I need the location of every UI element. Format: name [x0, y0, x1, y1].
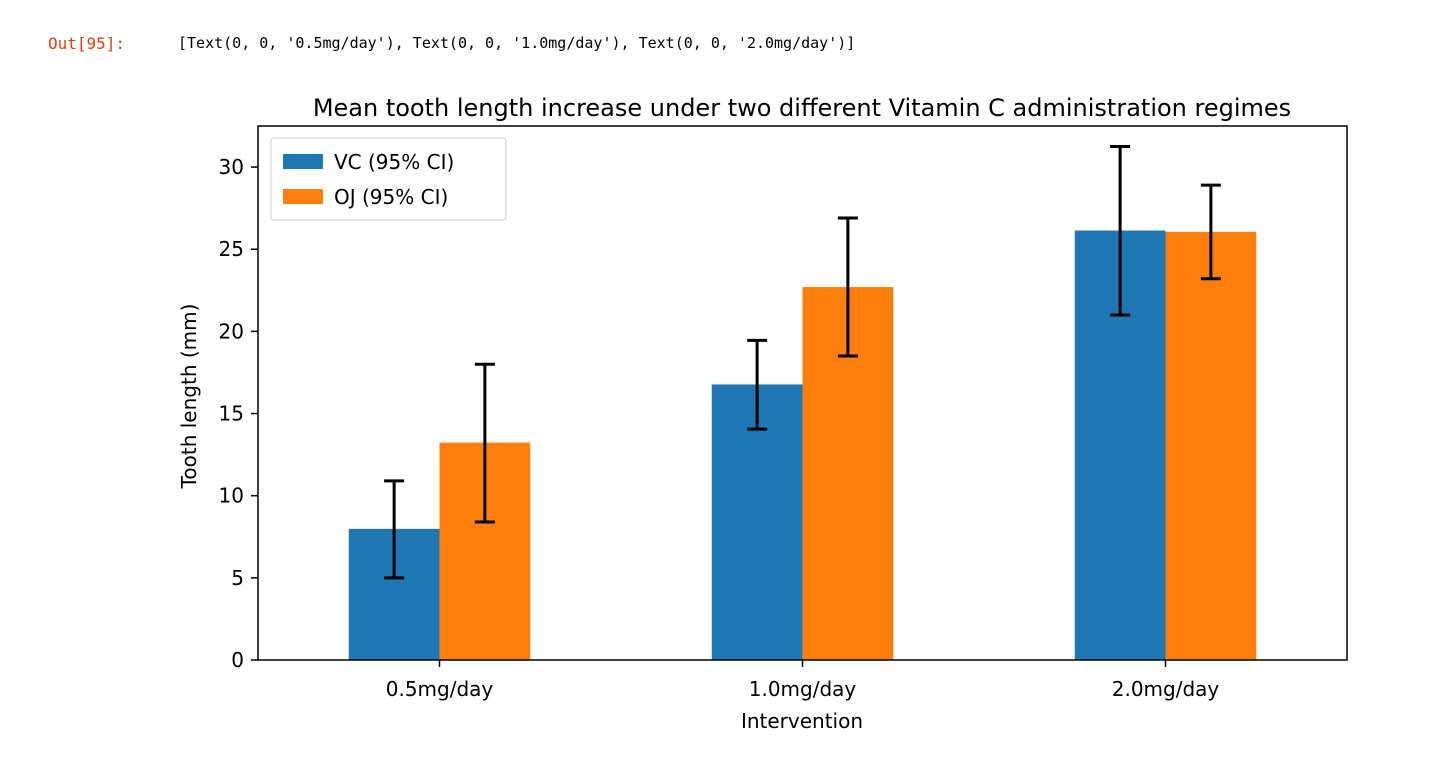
legend-swatch-vc	[283, 154, 323, 169]
y-axis-label: Tooth length (mm)	[177, 304, 201, 490]
legend-box	[270, 137, 507, 221]
x-tick-label: 1.0mg/day	[749, 677, 857, 701]
y-tick-label: 10	[219, 484, 244, 508]
output-prompt: Out[95]:	[48, 34, 126, 53]
x-axis: 0.5mg/day 1.0mg/day 2.0mg/day	[386, 660, 1220, 701]
bar-oj-2	[1165, 231, 1257, 660]
legend-label-oj: OJ (95% CI)	[334, 185, 448, 209]
error-bar-vc-2	[1110, 145, 1131, 317]
y-tick-label: 0	[231, 648, 244, 672]
error-bar-oj-1	[837, 216, 858, 358]
y-tick-label: 5	[231, 566, 244, 590]
x-tick-label: 2.0mg/day	[1112, 677, 1220, 701]
y-tick-label: 30	[219, 155, 244, 179]
x-axis-label: Intervention	[741, 709, 863, 733]
output-text: [Text(0, 0, '0.5mg/day'), Text(0, 0, '1.…	[178, 34, 856, 52]
y-axis: 0 5 10 15 20 25 30	[219, 155, 258, 672]
x-tick-label: 0.5mg/day	[386, 677, 494, 701]
y-tick-label: 25	[219, 237, 244, 261]
y-tick-label: 15	[219, 402, 244, 426]
bars-group	[348, 230, 1257, 660]
chart-title: Mean tooth length increase under two dif…	[313, 94, 1291, 122]
error-bar-oj-2	[1200, 183, 1221, 281]
legend: VC (95% CI) OJ (95% CI)	[270, 137, 507, 221]
y-tick-label: 20	[219, 319, 244, 343]
legend-label-vc: VC (95% CI)	[334, 150, 454, 174]
error-bar-vc-1	[747, 338, 768, 431]
error-bars-group	[384, 145, 1221, 580]
error-bar-oj-0	[474, 362, 495, 524]
legend-swatch-oj	[283, 189, 323, 204]
error-bar-vc-0	[384, 479, 405, 580]
output-cell: Out[95]: [Text(0, 0, '0.5mg/day'), Text(…	[0, 26, 1445, 66]
